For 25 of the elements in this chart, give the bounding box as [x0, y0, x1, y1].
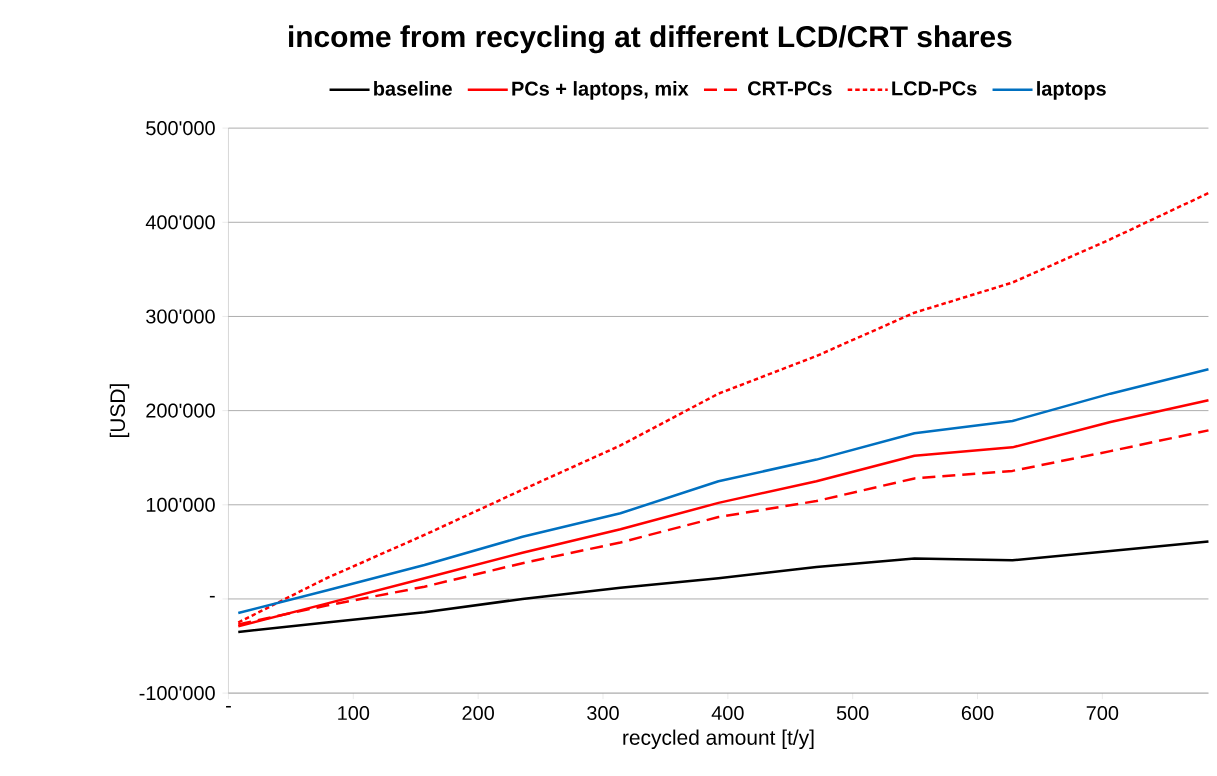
- x-tick-label: 200: [462, 705, 494, 721]
- legend-label: LCD-PCs: [892, 81, 977, 96]
- chart-title: income from recycling at different LCD/CRT shares: [289, 25, 1012, 54]
- y-tick-label: 400'000: [145, 215, 215, 230]
- x-tick-label: 600: [961, 705, 994, 721]
- x-tick-label: 500: [836, 705, 869, 721]
- x-axis-title: recycled amount [t/y]: [623, 729, 814, 750]
- y-tick-label: 200'000: [146, 403, 215, 418]
- x-tick-label: 100: [338, 705, 370, 721]
- x-tick-label: 300: [587, 705, 619, 721]
- y-tick-label: -100'000: [139, 686, 215, 701]
- y-tick-label: 300'000: [146, 309, 215, 324]
- x-tick-label: -: [226, 705, 231, 708]
- legend-label: baseline: [374, 81, 452, 96]
- y-tick-label: 500'000: [146, 121, 215, 136]
- line-series: [237, 367, 1210, 615]
- legend-label: laptops: [1037, 81, 1106, 100]
- x-tick-label: 700: [1086, 705, 1119, 721]
- y-tick-label: -: [209, 595, 215, 598]
- line-series: [237, 540, 1210, 634]
- y-axis-title: [USD]: [109, 384, 130, 438]
- legend-label: CRT-PCs: [748, 81, 832, 96]
- x-tick-label: 400: [711, 705, 744, 721]
- legend-label: PCs + laptops, mix: [512, 81, 689, 100]
- y-tick-label: 100'000: [146, 497, 215, 512]
